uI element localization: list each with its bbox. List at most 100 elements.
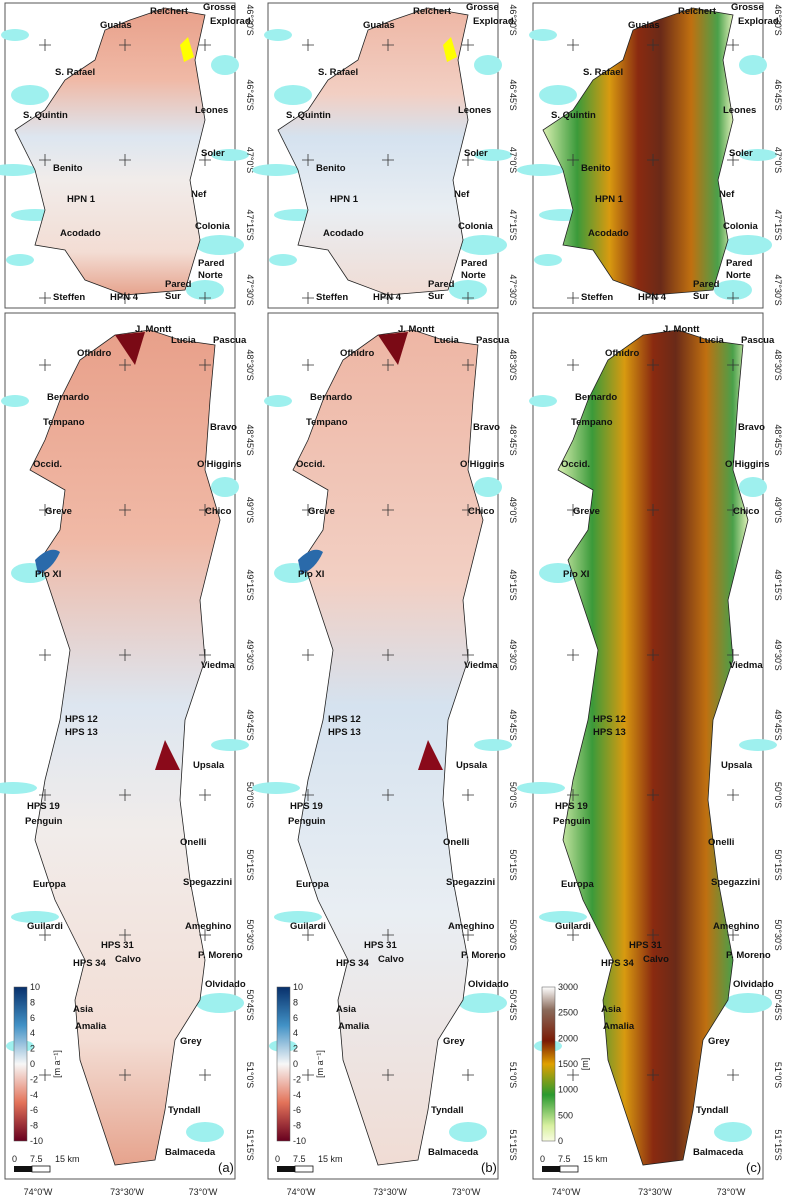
latitude-tick: 50°30'S (773, 919, 783, 950)
latitude-tick: 47°15'S (773, 209, 783, 240)
water-body (459, 993, 507, 1013)
water-body (474, 55, 502, 75)
water-body (252, 782, 300, 794)
water-body (459, 235, 507, 255)
glacier-label: HPS 12 (593, 714, 626, 725)
glacier-label: Olvidado (733, 979, 774, 990)
graticule-cross (199, 154, 211, 166)
graticule-cross (199, 789, 211, 801)
no-data-area (180, 37, 194, 62)
graticule-cross (119, 359, 131, 371)
graticule-cross (462, 154, 474, 166)
glacier-label: Pascua (213, 335, 247, 346)
graticule-cross (462, 929, 474, 941)
glacier-label: Nef (719, 189, 735, 200)
graticule-cross (647, 1069, 659, 1081)
glacier-label: Norte (726, 270, 751, 281)
graticule-cross (382, 39, 394, 51)
glacier-label: Reichert (150, 6, 189, 17)
glacier-label: Lucia (434, 335, 460, 346)
graticule-cross (39, 1069, 51, 1081)
water-body (274, 85, 312, 105)
longitude-tick: 73°0'W (717, 1187, 746, 1197)
colorbar-tick: -6 (30, 1105, 38, 1115)
glacier-label: S. Rafael (318, 67, 358, 78)
glacier-label: Occid. (296, 459, 325, 470)
scale-bar-label: 15 km (55, 1154, 80, 1164)
glacier-label: Steffen (53, 292, 85, 303)
graticule-cross (647, 154, 659, 166)
glacier-label: Europa (561, 879, 594, 890)
glacier-label: Guilardi (290, 921, 326, 932)
latitude-tick: 48°30'S (773, 349, 783, 380)
colorbar-tick: 2000 (558, 1033, 578, 1043)
graticule-cross (382, 154, 394, 166)
graticule-cross (199, 649, 211, 661)
glacier-label: P. Moreno (726, 950, 771, 961)
glacier-label: Pio XI (298, 569, 324, 580)
graticule-cross (39, 154, 51, 166)
graticule-cross (39, 929, 51, 941)
glacier-label: HPN 4 (638, 292, 667, 303)
glacier-label: Acodado (323, 228, 364, 239)
graticule-cross (382, 292, 394, 304)
graticule-cross (647, 504, 659, 516)
graticule-cross (647, 929, 659, 941)
glacier-label: Grosse (203, 2, 236, 13)
glacier-label: Spegazzini (446, 877, 495, 888)
water-body (517, 164, 565, 176)
colorbar-tick: 10 (30, 982, 40, 992)
latitude-tick: 50°0'S (508, 782, 518, 808)
glacier-label: Bravo (210, 422, 237, 433)
glacier-label: Olvidado (205, 979, 246, 990)
glacier-label: Soler (464, 148, 488, 159)
glacier-label: Chico (205, 506, 232, 517)
graticule-cross (302, 929, 314, 941)
scale-bar-label: 0 (12, 1154, 17, 1164)
glacier-label: Sur (165, 291, 181, 302)
water-body (0, 164, 37, 176)
glacier-label: Bravo (738, 422, 765, 433)
graticule-cross (119, 789, 131, 801)
graticule-cross (382, 929, 394, 941)
latitude-tick: 48°30'S (245, 349, 255, 380)
glacier-label: Steffen (581, 292, 613, 303)
graticule-cross (647, 39, 659, 51)
no-data-area (443, 37, 457, 62)
graticule-cross (39, 789, 51, 801)
water-body (274, 911, 322, 923)
glacier-label: Explorad. (210, 16, 253, 27)
glacier-label: S. Rafael (583, 67, 623, 78)
glacier-label: Gualas (628, 20, 660, 31)
glacier-label: Onelli (708, 837, 734, 848)
glacier-label: Tyndall (168, 1105, 201, 1116)
latitude-tick: 50°30'S (508, 919, 518, 950)
latitude-tick: 51°0'S (773, 1062, 783, 1088)
graticule-cross (462, 292, 474, 304)
water-body (474, 149, 512, 161)
glacier-label: Grey (180, 1036, 202, 1047)
water-body (529, 395, 557, 407)
glacier-label: Nef (454, 189, 470, 200)
graticule-cross (462, 789, 474, 801)
scale-bar-label: 15 km (583, 1154, 608, 1164)
north-icefield (14, 7, 206, 296)
graticule-cross (382, 504, 394, 516)
graticule-cross (382, 789, 394, 801)
glacier-label: Ofhidro (605, 348, 639, 359)
graticule-cross (119, 929, 131, 941)
colorbar-ramp (276, 986, 291, 1142)
colorbar-tick: 3000 (558, 982, 578, 992)
north-icefield (277, 7, 469, 296)
graticule-cross (119, 504, 131, 516)
glacier-label: Onelli (180, 837, 206, 848)
graticule-cross (39, 292, 51, 304)
latitude-tick: 50°15'S (773, 849, 783, 880)
colorbar-tick: 10 (293, 982, 303, 992)
glacier-label: HPS 13 (328, 727, 361, 738)
colorbar-ramp (541, 986, 556, 1142)
graticule-cross (302, 292, 314, 304)
south-icefield (29, 329, 221, 1166)
graticule-cross (727, 649, 739, 661)
colorbar-unit: [m a⁻¹] (52, 1050, 62, 1078)
